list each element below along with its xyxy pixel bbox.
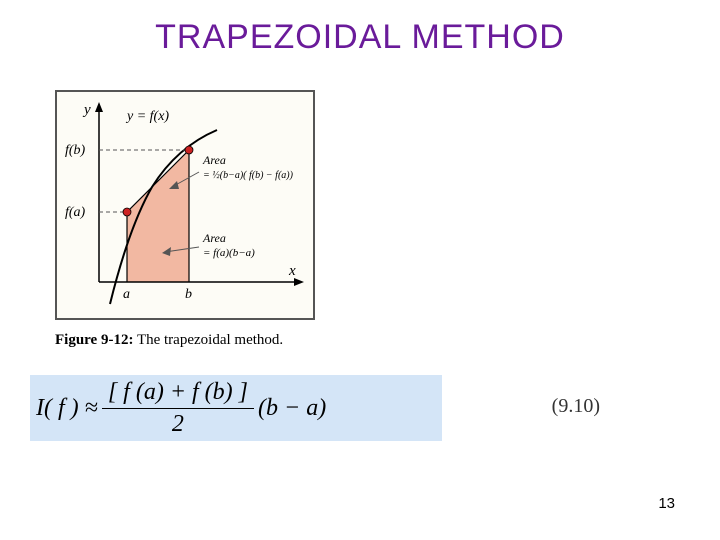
- trapezoid-plot-svg: y x y = f(x) f(b) f(a) a b Area = ½(b−a)…: [57, 92, 317, 322]
- x-axis-label: x: [288, 263, 296, 279]
- curve-label: y = f(x): [125, 109, 169, 124]
- point-a: [123, 208, 131, 216]
- formula-rhs: (b − a): [258, 395, 326, 422]
- b-label: b: [185, 287, 192, 302]
- formula-denominator: 2: [172, 409, 184, 438]
- a-label: a: [123, 287, 130, 302]
- caption-text: The trapezoidal method.: [133, 332, 283, 348]
- area-top-l1: Area: [202, 153, 226, 167]
- formula-fraction: [ f (a) + f (b) ] 2: [102, 379, 254, 438]
- figure-caption: Figure 9-12: The trapezoidal method.: [55, 332, 315, 349]
- page-number: 13: [658, 495, 675, 512]
- shaded-region: [127, 150, 189, 282]
- fb-label: f(b): [65, 143, 86, 158]
- formula-box: I( f ) ≈ [ f (a) + f (b) ] 2 (b − a): [30, 375, 442, 441]
- formula-lhs: I( f ) ≈: [36, 395, 98, 422]
- y-axis-arrow-icon: [95, 102, 103, 112]
- figure-container: y x y = f(x) f(b) f(a) a b Area = ½(b−a)…: [55, 90, 315, 349]
- slide-title: TRAPEZOIDAL METHOD: [0, 18, 720, 57]
- figure-9-12: y x y = f(x) f(b) f(a) a b Area = ½(b−a)…: [55, 90, 315, 320]
- equation-number: (9.10): [552, 395, 600, 418]
- area-bot-l1: Area: [202, 231, 226, 245]
- x-axis-arrow-icon: [294, 278, 304, 286]
- fa-label: f(a): [65, 205, 86, 220]
- area-top-l2: = ½(b−a)( f(b) − f(a)): [203, 170, 294, 181]
- caption-prefix: Figure 9-12:: [55, 332, 133, 348]
- formula-numerator: [ f (a) + f (b) ]: [102, 379, 254, 409]
- point-b: [185, 146, 193, 154]
- y-axis-label: y: [82, 102, 91, 118]
- area-bot-l2: = f(a)(b−a): [203, 247, 255, 259]
